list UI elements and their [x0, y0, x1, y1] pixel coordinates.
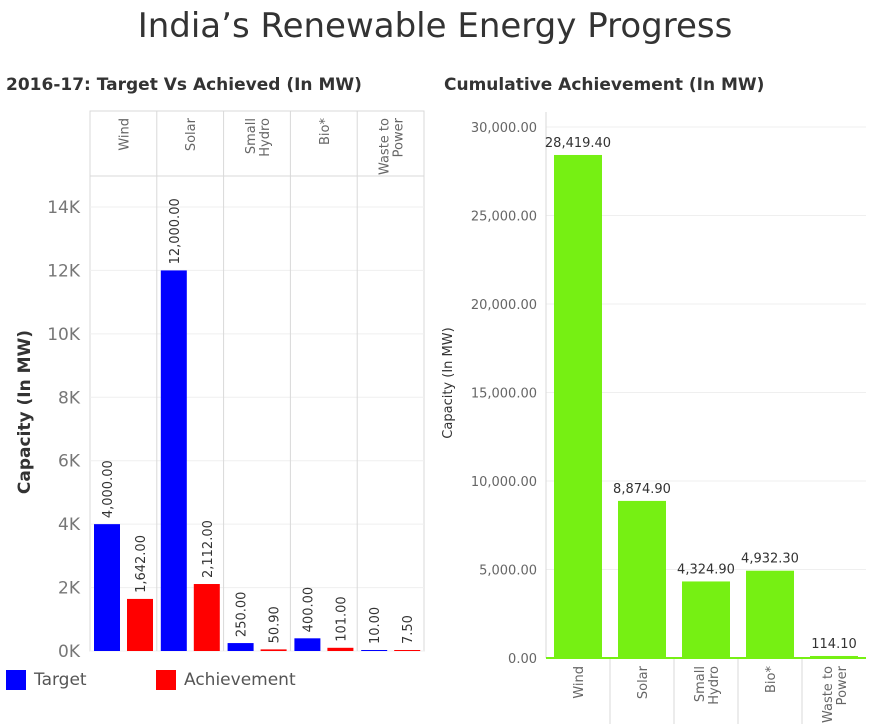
- left-category-header-small-hydro: SmallHydro: [244, 118, 273, 157]
- left-y-tick-label: 14K: [47, 198, 81, 218]
- legend-achievement-label: Achievement: [184, 670, 296, 690]
- left-chart-title: 2016-17: Target Vs Achieved (In MW): [6, 75, 362, 95]
- right-category-label-waste-to-power: Waste toPower: [821, 665, 850, 723]
- right-bar-solar: [618, 500, 666, 658]
- right-y-tick-label: 30,000.00: [471, 121, 537, 136]
- right-bar-bio: [746, 570, 794, 658]
- left-bar-achievement-wind: [127, 598, 153, 651]
- left-y-tick-label: 6K: [58, 452, 81, 472]
- left-bar-target-small-hydro: [227, 643, 254, 651]
- left-y-tick-label: 2K: [58, 579, 81, 599]
- left-category-header-solar: Solar: [184, 117, 199, 151]
- left-bar-achievement-solar: [193, 584, 220, 651]
- legend-achievement-swatch: [156, 670, 176, 690]
- legend-achievement[interactable]: Achievement: [156, 668, 296, 692]
- right-y-tick-label: 5,000.00: [479, 564, 537, 579]
- right-y-tick-label: 15,000.00: [471, 387, 537, 402]
- left-data-label-achievement-small-hydro: 50.90: [268, 606, 283, 643]
- left-data-label-achievement-waste-to-power: 7.50: [401, 615, 416, 644]
- left-data-label-achievement-solar: 2,112.00: [201, 520, 216, 578]
- legend-target-swatch: [6, 670, 26, 690]
- left-category-header-waste-to-power: Waste toPower: [378, 117, 407, 175]
- right-category-label-small-hydro: SmallHydro: [693, 666, 722, 705]
- right-category-label-solar: Solar: [636, 665, 651, 699]
- left-y-tick-label: 12K: [47, 261, 81, 281]
- right-category-label-bio: Bio*: [764, 666, 779, 693]
- right-y-tick-label: 10,000.00: [471, 475, 537, 490]
- left-category-header-bio: Bio*: [318, 118, 333, 145]
- right-y-tick-label: 0.00: [508, 652, 537, 667]
- right-y-tick-label: 25,000.00: [471, 210, 537, 225]
- left-data-label-achievement-bio: 101.00: [334, 596, 349, 642]
- left-y-tick-label: 4K: [58, 515, 81, 535]
- left-bar-achievement-waste-to-power: [394, 650, 421, 651]
- right-bar-wind: [554, 154, 602, 658]
- left-data-label-achievement-wind: 1,642.00: [134, 535, 149, 593]
- legend-target-label: Target: [34, 670, 87, 690]
- left-category-header-wind: Wind: [117, 118, 132, 151]
- left-bar-target-bio: [294, 638, 321, 651]
- left-y-axis-label: Capacity (In MW): [15, 330, 35, 494]
- right-bar-waste-to-power: [810, 655, 858, 658]
- left-y-tick-label: 0K: [58, 642, 81, 662]
- right-data-label-bio: 4,932.30: [741, 552, 799, 567]
- right-data-label-wind: 28,419.40: [545, 136, 611, 151]
- left-data-label-target-solar: 12,000.00: [168, 198, 183, 264]
- left-bar-achievement-small-hydro: [260, 649, 287, 651]
- right-category-label-wind: Wind: [572, 666, 587, 699]
- right-bar-small-hydro: [682, 581, 730, 658]
- left-data-label-target-wind: 4,000.00: [101, 460, 116, 518]
- left-data-label-target-waste-to-power: 10.00: [368, 607, 383, 644]
- right-y-axis-label: Capacity (In MW): [441, 327, 456, 438]
- right-data-label-waste-to-power: 114.10: [811, 637, 857, 652]
- left-data-label-target-bio: 400.00: [301, 587, 316, 633]
- left-bar-achievement-bio: [327, 647, 354, 651]
- left-bar-target-wind: [94, 524, 120, 651]
- left-y-tick-label: 10K: [47, 325, 81, 345]
- page-title: India’s Renewable Energy Progress: [137, 6, 733, 46]
- right-y-tick-label: 20,000.00: [471, 298, 537, 313]
- right-data-label-small-hydro: 4,324.90: [677, 562, 735, 577]
- right-chart-title: Cumulative Achievement (In MW): [444, 75, 765, 95]
- legend-target[interactable]: Target: [6, 668, 87, 692]
- left-bar-target-waste-to-power: [361, 650, 388, 651]
- left-y-tick-label: 8K: [58, 388, 81, 408]
- left-data-label-target-small-hydro: 250.00: [235, 592, 250, 638]
- left-bar-target-solar: [160, 270, 187, 651]
- right-data-label-solar: 8,874.90: [613, 482, 671, 497]
